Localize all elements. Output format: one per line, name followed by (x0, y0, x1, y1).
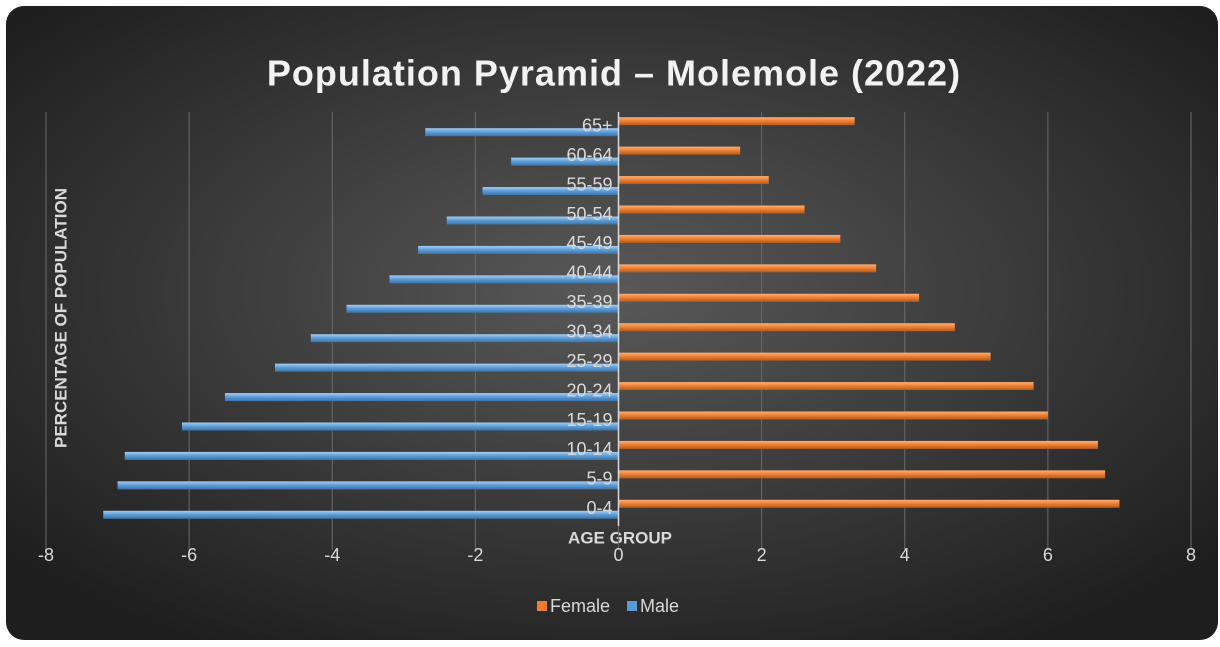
bar (511, 157, 619, 166)
y-tick-label: 10-14 (566, 439, 612, 459)
y-tick-label: 35-39 (566, 292, 612, 312)
x-tick-label: 4 (900, 545, 910, 565)
bar (618, 440, 1098, 449)
x-tick-label: 6 (1043, 545, 1053, 565)
bar (103, 510, 619, 519)
x-tick-label: -8 (38, 545, 54, 565)
y-tick-label: 45-49 (566, 233, 612, 253)
bar (618, 323, 955, 332)
bar (482, 187, 619, 196)
legend-label: Male (640, 596, 679, 616)
y-tick-label: 20-24 (566, 380, 612, 400)
bar (618, 264, 877, 273)
x-tick-label: -4 (324, 545, 340, 565)
bar (618, 470, 1106, 479)
bar (124, 451, 619, 460)
bar (275, 363, 619, 372)
bar (446, 216, 619, 225)
bar (618, 352, 991, 361)
bar (418, 245, 619, 254)
bar (618, 146, 741, 155)
y-tick-label: 30-34 (566, 321, 612, 341)
bar (224, 393, 619, 402)
y-tick-label: 55-59 (566, 174, 612, 194)
bar (618, 234, 841, 243)
bar (181, 422, 619, 431)
y-tick-label: 40-44 (566, 263, 612, 283)
y-tick-label: 25-29 (566, 351, 612, 371)
x-tick-label: -6 (181, 545, 197, 565)
bar (389, 275, 619, 284)
x-axis-title: AGE GROUP (568, 528, 672, 547)
y-tick-label: 0-4 (586, 498, 612, 518)
bar (346, 304, 619, 313)
bar (618, 499, 1120, 508)
legend-swatch (537, 601, 547, 611)
bar (618, 205, 805, 214)
y-tick-label: 15-19 (566, 410, 612, 430)
bar (618, 176, 769, 185)
y-axis-title: PERCENTAGE OF POPULATION (51, 188, 70, 448)
y-tick-label: 5-9 (586, 469, 612, 489)
bar (618, 293, 920, 302)
x-tick-label: 2 (757, 545, 767, 565)
bar (425, 128, 619, 137)
legend-swatch (627, 601, 638, 611)
bar (618, 117, 855, 126)
y-tick-label: 60-64 (566, 145, 612, 165)
bar (310, 334, 619, 343)
x-tick-label: 0 (613, 545, 623, 565)
y-tick-label: 50-54 (566, 204, 612, 224)
chart-title: Population Pyramid – Molemole (2022) (267, 53, 961, 94)
x-tick-label: -2 (467, 545, 483, 565)
x-tick-label: 8 (1186, 545, 1196, 565)
y-tick-label: 65+ (582, 115, 613, 135)
legend-label: Female (550, 596, 610, 616)
bar (618, 382, 1034, 391)
bar (618, 411, 1048, 420)
bar (117, 481, 619, 490)
